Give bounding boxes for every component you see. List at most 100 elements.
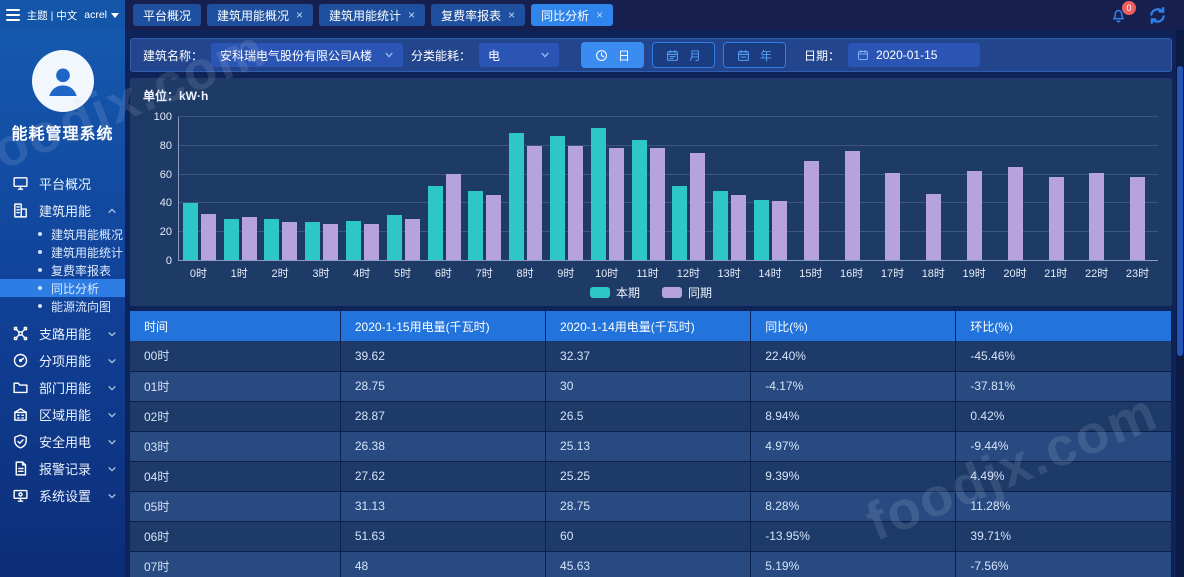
sidebar-item[interactable]: 系统设置 [0,482,125,509]
chevron-down-icon [107,329,117,339]
sidebar-item[interactable]: 报警记录 [0,455,125,482]
bar-current-period[interactable] [672,185,688,260]
bar-group [669,117,710,260]
bar-previous-period[interactable] [241,217,257,260]
bar-previous-period[interactable] [527,146,543,260]
chevron-down-icon [541,52,549,58]
tab[interactable]: 同比分析 × [531,4,614,26]
bar-previous-period[interactable] [1007,167,1023,260]
sidebar-subitem[interactable]: 能源流向图 [0,297,125,315]
sidebar-item[interactable]: 建筑用能 [0,197,125,224]
bar-previous-period[interactable] [1089,172,1105,260]
bar-previous-period[interactable] [844,151,860,260]
column-header: 2020-1-15用电量(千瓦时) [340,311,547,341]
table-cell: 27.62 [340,461,547,492]
tab-close-icon[interactable]: × [508,8,516,22]
period-button[interactable]: 月 [652,42,716,68]
bar-previous-period[interactable] [1130,177,1146,260]
bar-previous-period[interactable] [649,148,665,260]
bar-previous-period[interactable] [323,224,339,260]
table-cell: -13.95% [750,521,957,552]
sidebar-item[interactable]: 区域用能 [0,401,125,428]
bar-current-period[interactable] [223,218,239,260]
table-row: 04时 27.62 25.25 9.39% 4.49% [130,461,1172,492]
legend-item[interactable]: 本期 [589,284,640,301]
bar-previous-period[interactable] [690,152,706,260]
bar-previous-period[interactable] [1048,177,1064,260]
bar-previous-period[interactable] [404,218,420,260]
bar-current-period[interactable] [509,132,525,260]
refresh-button[interactable] [1147,5,1168,26]
area-energy-icon [12,406,29,423]
tab-close-icon[interactable]: × [596,8,604,22]
sidebar-item[interactable]: 平台概况 [0,170,125,197]
y-axis-tick-label: 60 [159,168,172,181]
sidebar-item[interactable]: 支路用能 [0,320,125,347]
period-button[interactable]: 日 [581,42,645,68]
bar-current-period[interactable] [427,186,443,260]
menu-toggle-icon[interactable] [6,9,20,21]
y-axis-tick-label: 0 [165,255,172,267]
energy-category-label: 分类能耗： [411,48,472,63]
date-picker[interactable]: 2020-01-15 [848,43,981,67]
avatar[interactable] [31,50,94,112]
user-menu[interactable]: acrel [84,9,119,21]
bar-current-period[interactable] [468,191,484,260]
tab-close-icon[interactable]: × [296,8,304,22]
bar-previous-period[interactable] [568,146,584,260]
sidebar-item[interactable]: 安全用电 [0,428,125,455]
table-cell: -4.17% [750,371,957,402]
tab[interactable]: 建筑用能概况 × [207,4,314,26]
table-cell: 26.38 [340,431,547,462]
bar-previous-period[interactable] [803,161,819,260]
sidebar-subitem-label: 建筑用能统计 [51,245,124,260]
bar-previous-period[interactable] [364,223,380,260]
table-cell: 28.87 [340,401,547,432]
tab[interactable]: 建筑用能统计 × [319,4,426,26]
bar-current-period[interactable] [386,215,402,260]
sidebar-menu: 平台概况 建筑用能 建筑用能概况建筑用能统计 复费率报表同比分析 能源流向图支路用能 分项… [0,170,125,509]
sidebar-subitem[interactable]: 复费率报表 [0,261,125,279]
scrollbar-track[interactable] [1176,30,1184,577]
y-axis-tick-label: 40 [159,197,172,210]
bar-previous-period[interactable] [926,194,942,260]
sidebar-subitem-label: 同比分析 [51,281,100,296]
legend-item[interactable]: 同期 [662,284,712,301]
theme-language-label[interactable]: 主题 | 中文 [26,9,78,22]
bar-previous-period[interactable] [282,222,298,260]
sidebar-item[interactable]: 分项用能 [0,347,125,374]
gridline [178,173,1158,175]
bar-previous-period[interactable] [772,201,788,260]
bar-current-period[interactable] [631,139,647,260]
bar-current-period[interactable] [754,199,770,260]
period-button[interactable]: 年 [723,42,787,68]
tab-close-icon[interactable]: × [408,8,416,22]
bar-previous-period[interactable] [200,213,216,260]
sidebar-subitem[interactable]: 同比分析 [0,279,125,297]
energy-category-select[interactable]: 电 [479,43,560,67]
bar-previous-period[interactable] [885,172,901,260]
bar-previous-period[interactable] [486,194,502,260]
tab[interactable]: 平台概况 [133,4,202,26]
notifications-button[interactable]: 0 [1109,1,1136,25]
bar-current-period[interactable] [346,220,362,260]
bar-current-period[interactable] [305,222,321,260]
tab[interactable]: 复费率报表 × [431,4,526,26]
bar-current-period[interactable] [590,127,606,260]
bar-current-period[interactable] [182,203,198,260]
bar-current-period[interactable] [713,191,729,260]
bar-previous-period[interactable] [731,194,747,260]
sidebar-subitem[interactable]: 建筑用能统计 [0,243,125,261]
bar-previous-period[interactable] [608,148,624,260]
sidebar-item[interactable]: 部门用能 [0,374,125,401]
table-cell: 48 [340,551,547,577]
bar-previous-period[interactable] [967,171,983,260]
x-axis-label: 23时 [1125,268,1150,280]
sidebar-subitem[interactable]: 建筑用能概况 [0,225,125,243]
scrollbar-thumb[interactable] [1177,66,1183,356]
bar-current-period[interactable] [550,136,566,260]
building-select[interactable]: 安科瑞电气股份有限公司A楼 [211,43,404,67]
bar-previous-period[interactable] [445,174,461,260]
chart-plot [178,116,1158,261]
bar-current-period[interactable] [264,218,280,260]
